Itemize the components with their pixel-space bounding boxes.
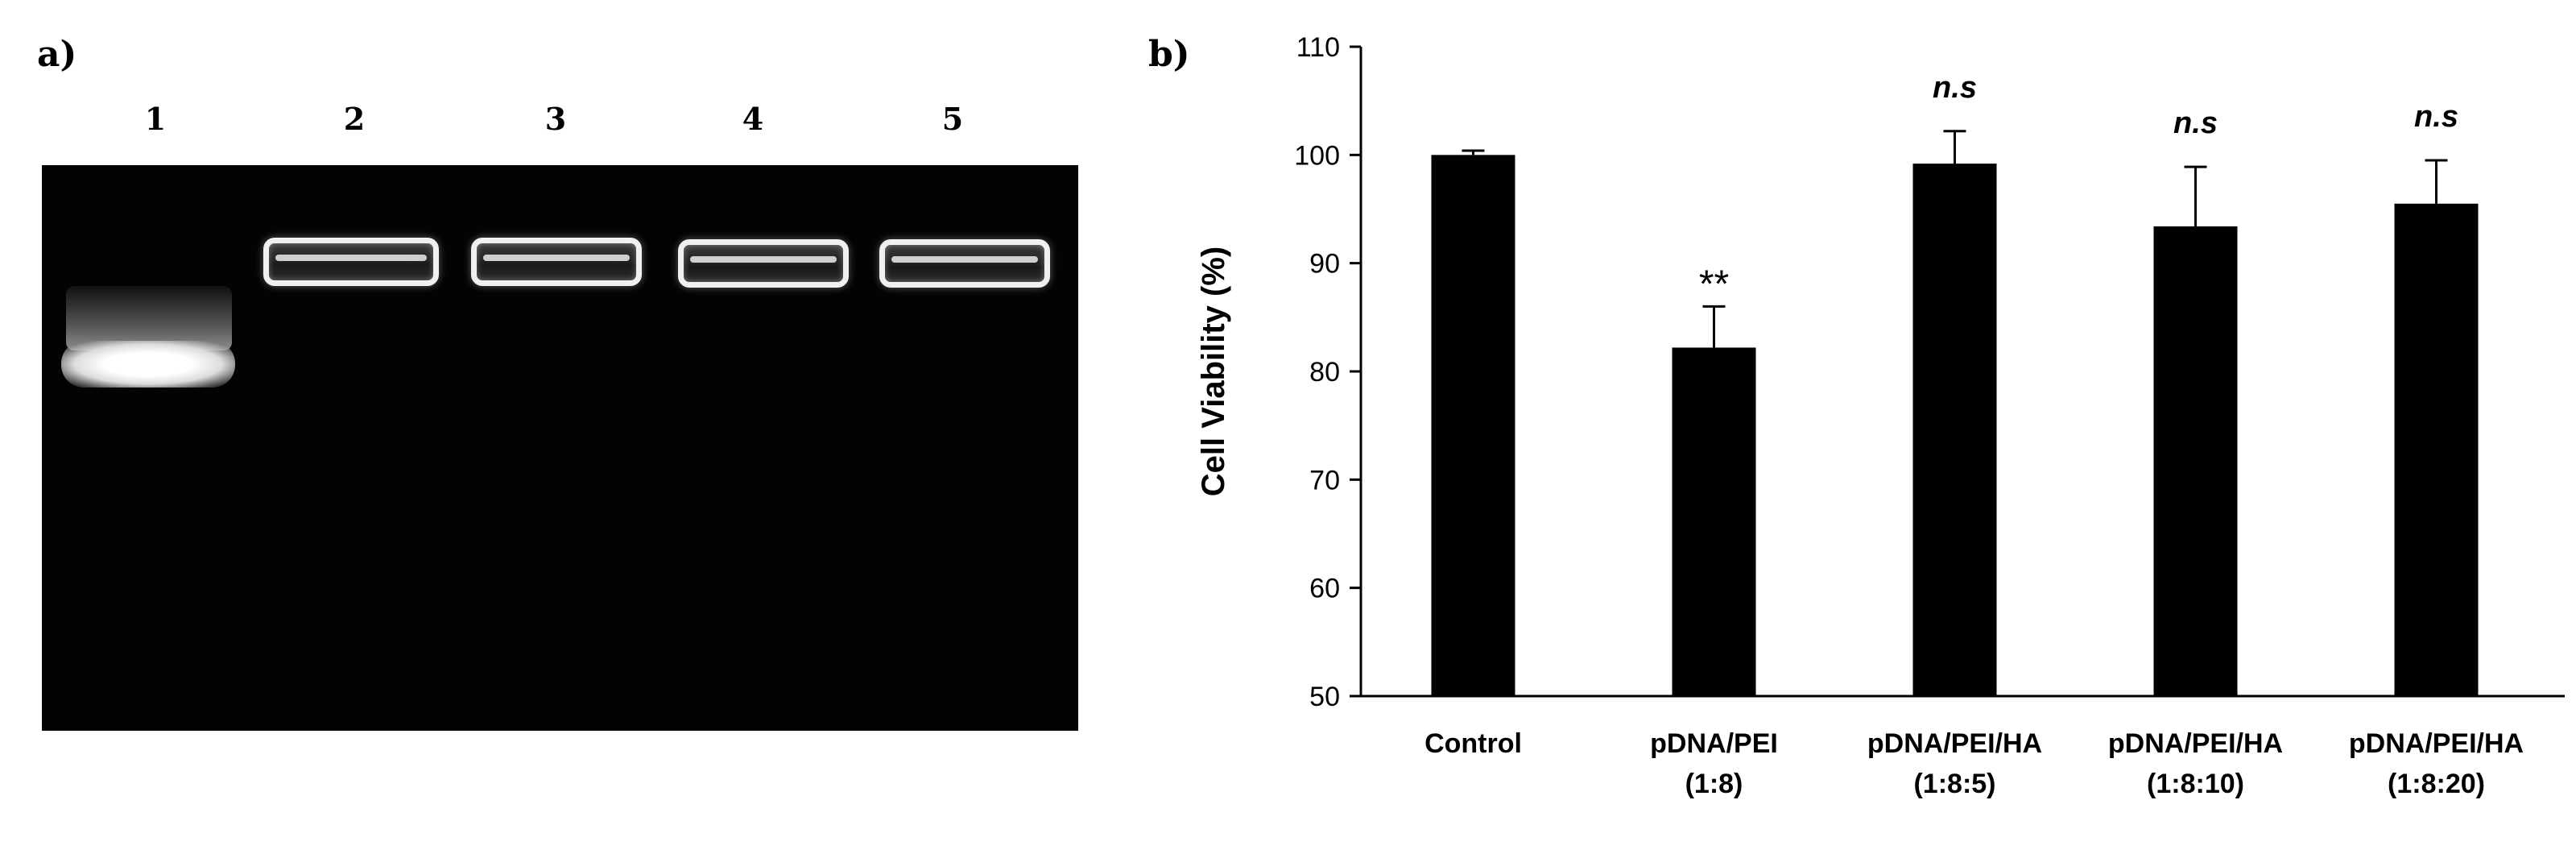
bar-0: [1431, 155, 1515, 697]
bar-4: [2394, 203, 2479, 697]
significance-label-4: n.s: [2414, 100, 2458, 134]
y-tick-label-90: 90: [1309, 249, 1340, 280]
cell-viability-bar-chart: 50 60 70 80 90 100 110 Cell Viability (%) Contro…: [1196, 32, 2565, 799]
gel-lane-number-4: 4: [742, 101, 764, 137]
x-category-label-2-0: pDNA/PEI/HA: [1867, 728, 2042, 759]
gel-electrophoresis-image: [42, 165, 1078, 731]
panel-b-label: b): [1148, 34, 1190, 75]
y-tick-label-100: 100: [1294, 140, 1340, 171]
chart-labels: 50 60 70 80 90 100 110 Cell Viability (%) Contro…: [1196, 32, 2524, 799]
gel-lane1-band: [61, 341, 235, 388]
y-tick-label-110: 110: [1296, 32, 1340, 63]
gel-lane1-smear: [66, 286, 232, 350]
gel-well-lane-2: [263, 238, 439, 286]
y-tick-label-50: 50: [1309, 682, 1340, 712]
x-category-label-3-0: pDNA/PEI/HA: [2108, 728, 2283, 759]
bar-3: [2153, 226, 2238, 696]
bar-2: [1912, 164, 1997, 696]
gel-lane-number-1: 1: [144, 101, 167, 137]
gel-lane-number-2: 2: [343, 101, 366, 137]
x-category-label-3-1: (1:8:10): [2147, 769, 2244, 799]
x-category-label-0-0: Control: [1424, 728, 1522, 759]
chart-bars: [1431, 130, 2479, 697]
gel-lane-number-3: 3: [544, 101, 567, 137]
x-category-label-4-0: pDNA/PEI/HA: [2349, 728, 2524, 759]
x-category-label-4-1: (1:8:20): [2388, 769, 2485, 799]
y-tick-label-60: 60: [1309, 574, 1340, 604]
y-tick-label-80: 80: [1309, 357, 1340, 388]
gel-well-lane-3: [471, 238, 642, 286]
y-axis-title: Cell Viability (%): [1196, 247, 1231, 496]
gel-well-lane-5: [879, 239, 1050, 288]
y-tick-label-70: 70: [1309, 465, 1340, 495]
significance-label-3: n.s: [2173, 106, 2218, 140]
x-category-label-1-0: pDNA/PEI: [1650, 728, 1778, 759]
significance-label-1: **: [1699, 263, 1729, 305]
x-category-label-2-1: (1:8:5): [1913, 769, 1995, 799]
significance-label-2: n.s: [1933, 71, 1977, 105]
gel-lane-number-5: 5: [941, 101, 964, 137]
gel-well-lane-4: [678, 239, 849, 288]
panel-a-label: a): [37, 34, 77, 75]
bar-1: [1672, 347, 1756, 696]
x-category-label-1-1: (1:8): [1685, 769, 1743, 799]
